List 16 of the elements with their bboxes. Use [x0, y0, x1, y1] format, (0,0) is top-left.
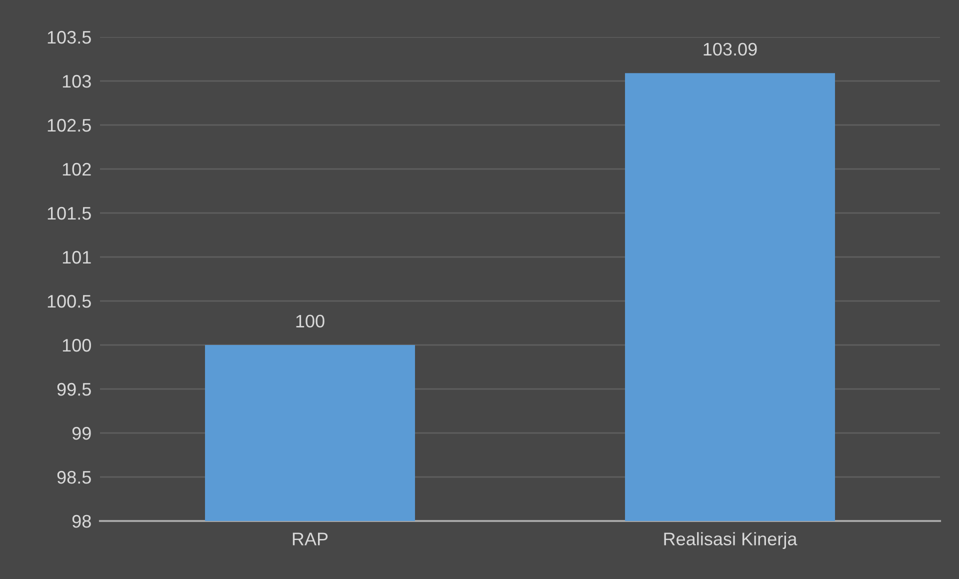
y-tick-label: 99.5: [57, 382, 91, 396]
y-tick-label: 99: [72, 426, 91, 440]
y-tick-label: 103: [62, 74, 91, 88]
data-label: 103.09: [704, 42, 757, 56]
x-tick-label: Realisasi Kinerja: [664, 532, 798, 549]
y-tick-label: 102: [62, 162, 91, 176]
y-tick-label: 102.5: [48, 118, 91, 132]
y-tick-label: 103.5: [48, 30, 91, 44]
y-tick-label: 98.5: [57, 470, 91, 484]
x-tick-label: RAP: [292, 532, 328, 546]
y-tick-label: 100.5: [48, 294, 91, 308]
data-label: 100: [296, 314, 324, 328]
y-tick-label: 101: [62, 250, 91, 264]
y-tick-label: 98: [72, 514, 91, 528]
y-tick-label: 101.5: [48, 206, 91, 220]
y-tick-label: 100: [62, 338, 91, 352]
